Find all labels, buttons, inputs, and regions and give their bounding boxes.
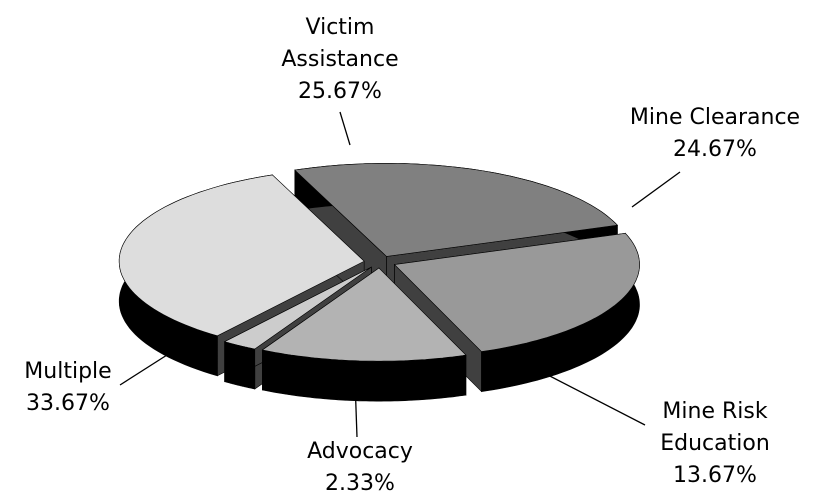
slice xyxy=(223,266,372,350)
value-label: 13.67% xyxy=(673,463,757,488)
labels: Victim Assistance 25.67% Mine Clearance 24.6… xyxy=(24,15,800,495)
category-label: Multiple xyxy=(24,359,111,384)
leader-line xyxy=(354,379,358,438)
value-label: 2.33% xyxy=(325,471,395,495)
slice xyxy=(294,163,619,257)
category-label: Mine Risk Education xyxy=(660,399,770,456)
slice xyxy=(118,174,365,337)
slice xyxy=(261,267,467,362)
leader-line xyxy=(339,111,351,146)
category-label: Mine Clearance xyxy=(630,105,800,130)
pie xyxy=(118,163,640,402)
category-label: Victim Assistance xyxy=(281,15,398,72)
leader-line xyxy=(631,171,681,208)
value-label: 25.67% xyxy=(298,79,382,104)
slice-wall xyxy=(224,341,256,390)
slice xyxy=(393,232,640,352)
leader-line xyxy=(541,371,646,426)
leader-line xyxy=(119,347,179,386)
value-label: 24.67% xyxy=(673,137,757,162)
category-label: Advocacy xyxy=(307,439,413,464)
value-label: 33.67% xyxy=(26,391,110,416)
